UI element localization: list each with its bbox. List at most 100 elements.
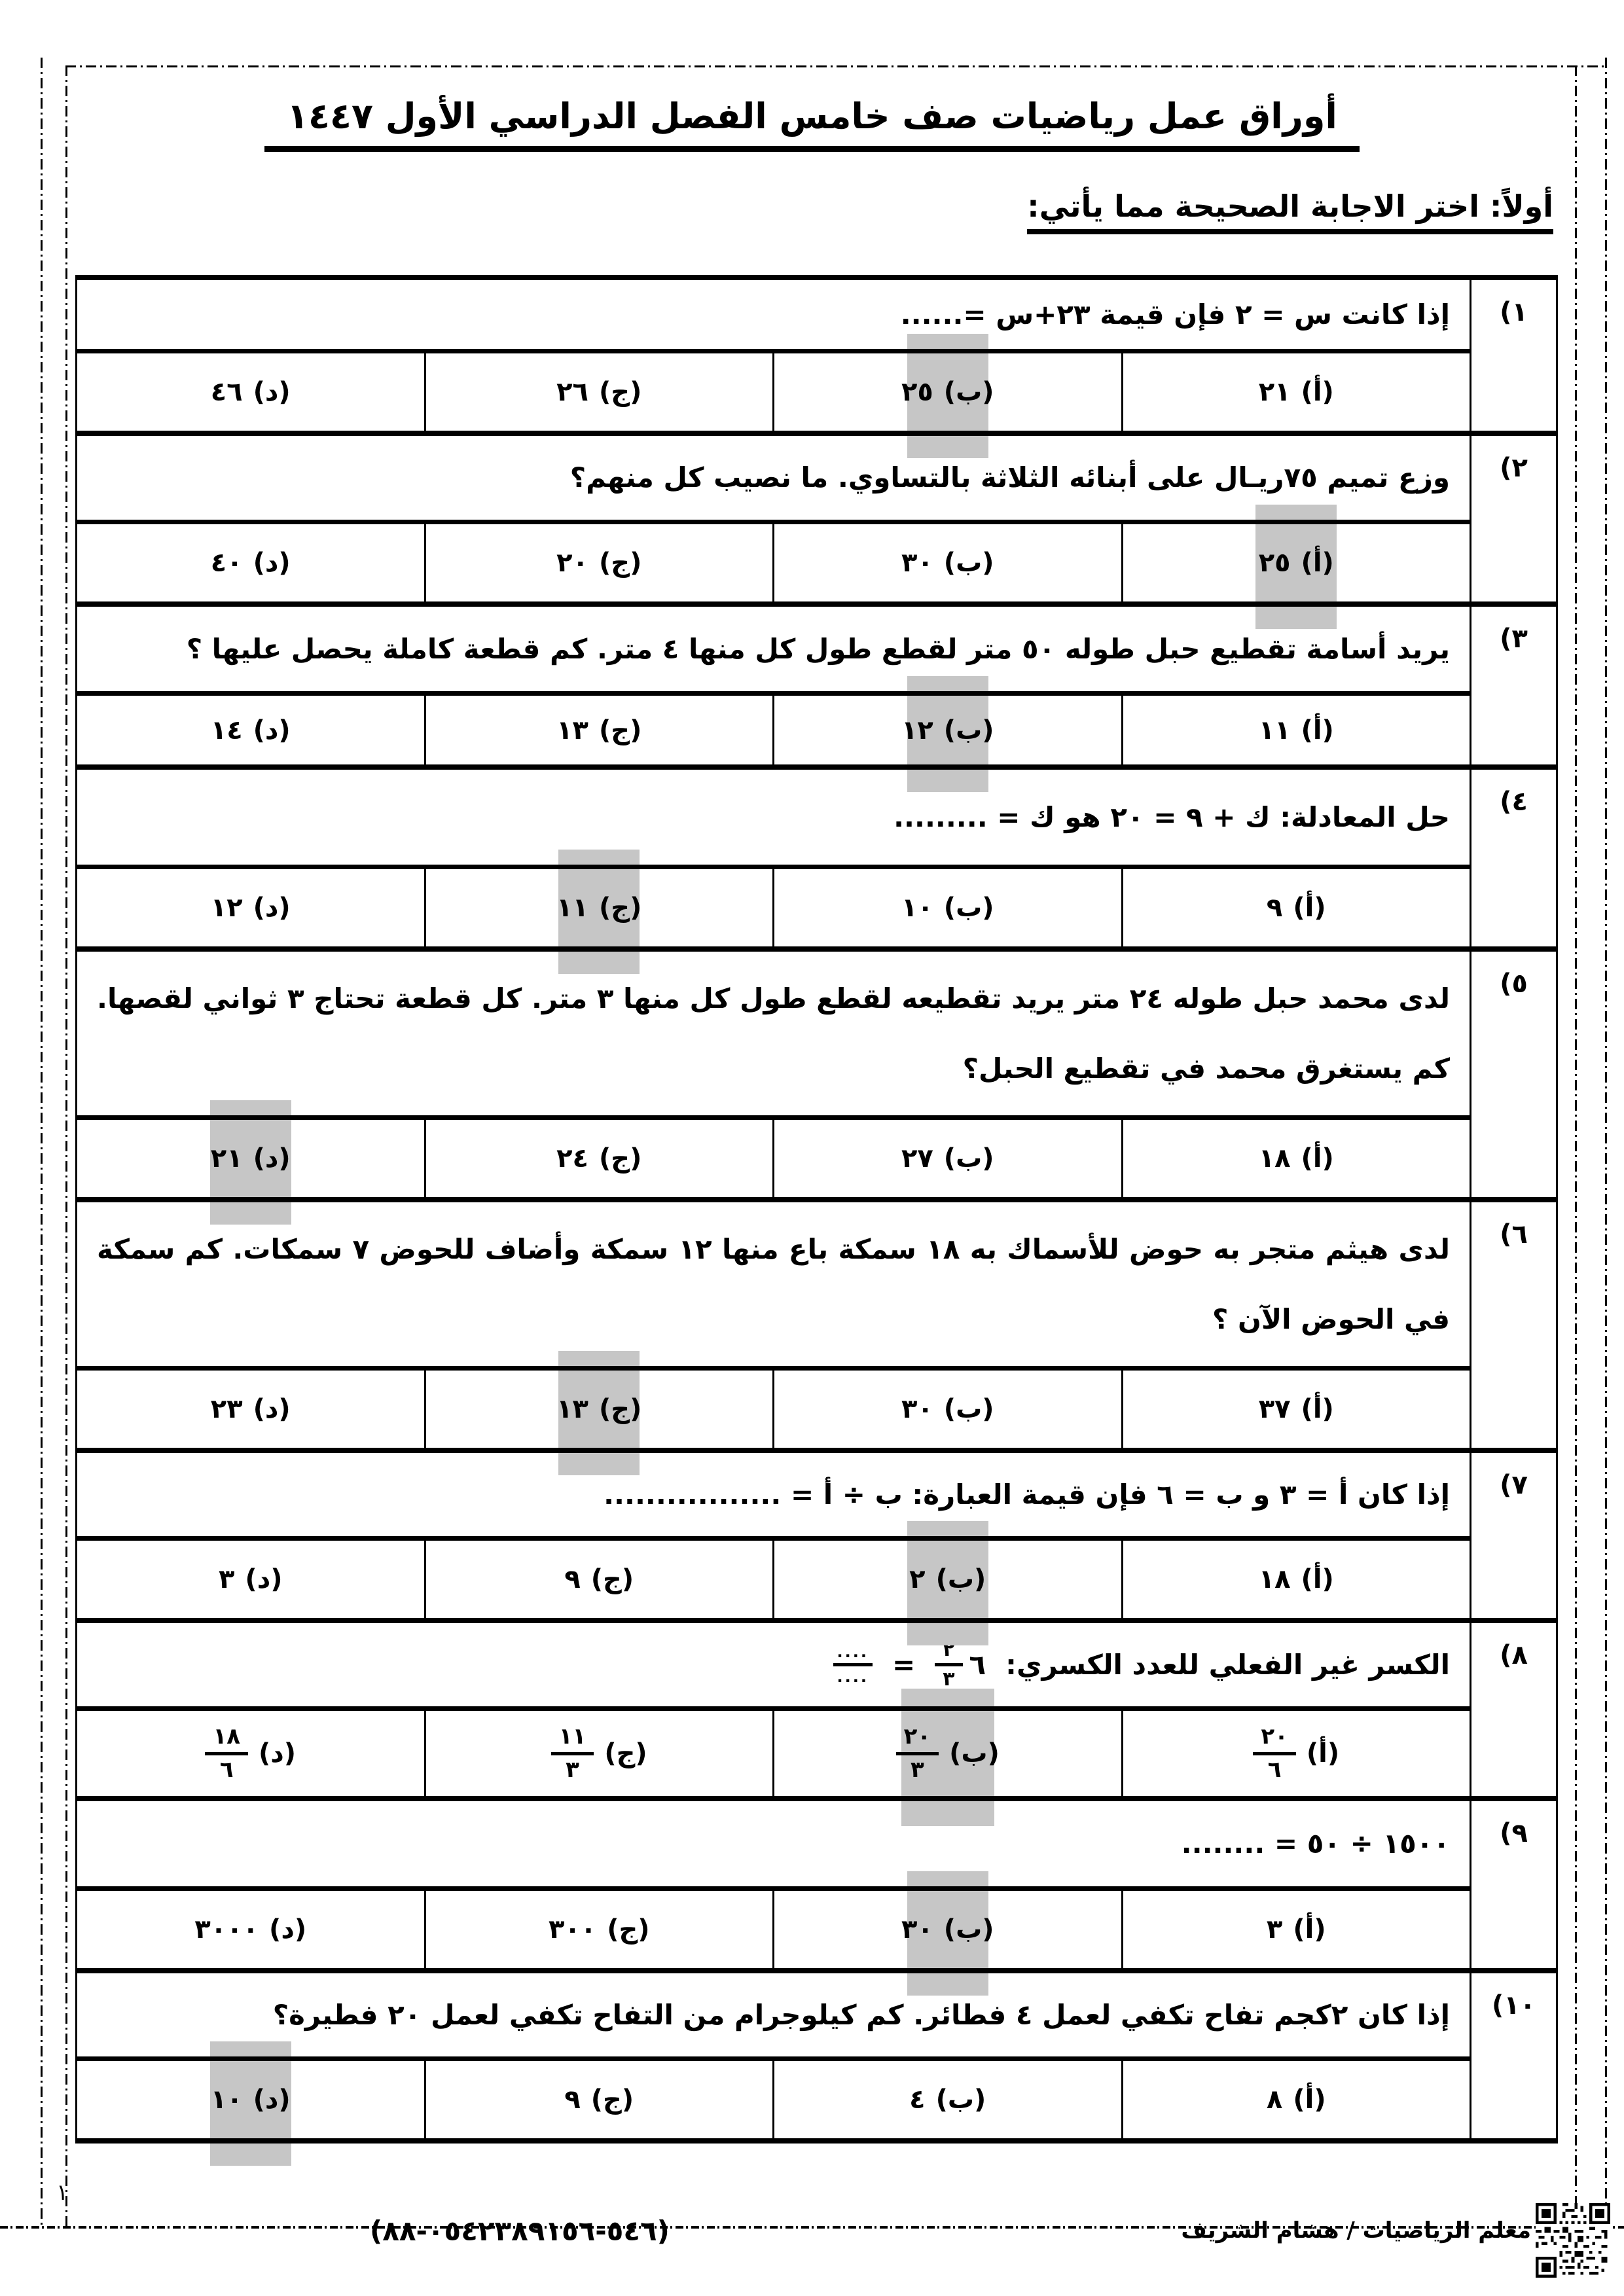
question-text: لدى هيثم متجر به حوض للأسماك به ١٨ سمكة … [77,1202,1470,1366]
row-divider [77,1115,1470,1120]
options-row: (أ) ٩ (ب) ١٠ (ج) ١١ (د) ١٢ [77,869,1470,946]
option-d[interactable]: (د) ١٤ [210,715,291,745]
question-block-2: ٢) وزع تميم ٧٥ريـال على أبنائه الثلاثة ب… [77,436,1556,601]
option-d[interactable]: (د) ١٠ [77,2061,424,2138]
footer-rule [0,2226,1624,2229]
question-text-label: ١٥٠٠ ÷ ٥٠ = ........ [1181,1827,1450,1860]
fraction: ١١ ٣ [550,1724,594,1782]
row-divider [77,349,1470,353]
block-divider [77,764,1556,770]
question-block-6: ٦) لدى هيثم متجر به حوض للأسماك به ١٨ سم… [77,1202,1556,1448]
option-d[interactable]: (د) ٤٠ [210,548,291,578]
option-d[interactable]: (د) ٢١ [77,1120,424,1197]
option-d[interactable]: (د) ٣٠٠٠ [194,1914,307,1945]
equals-sign: = [892,1648,916,1681]
fraction: ٢٠ ٣ [895,1724,939,1782]
option-a[interactable]: (أ) ٨ [1121,2061,1470,2138]
question-number-label: ٤) [1500,787,1528,817]
option-c[interactable]: (ج) ٩ [424,2061,773,2138]
option-b[interactable]: (ب) ٣٠ [772,1891,1121,1968]
page-number: ١ [56,2179,69,2206]
option-d[interactable]: (د) ١٨ ٦ [77,1711,424,1796]
option-a[interactable]: (أ) ١٨ [1121,1120,1470,1197]
option-d[interactable]: (د) ٤٦ [210,377,291,407]
option-c[interactable]: (ج) ٣٠٠ [424,1891,773,1968]
option-a[interactable]: (أ) ٣ [1121,1891,1470,1968]
question-number: ٩) [1470,1801,1556,1968]
question-number-label: ٨) [1500,1640,1528,1670]
option-c[interactable]: (ج) ١٣ [424,696,773,764]
block-divider [77,946,1556,952]
option-b[interactable]: (ب) ١٠ [772,869,1121,946]
block-divider [77,1968,1556,1973]
question-text-label: يريد أسامة تقطيع حبل طوله ٥٠ متر لقطع طو… [186,632,1450,665]
question-number-label: ٣) [1500,624,1528,654]
question-number-label: ٥) [1500,969,1528,999]
option-a[interactable]: (أ) ٢١ [1121,353,1470,431]
options-row: (أ) ٢٠ ٦ (ب) ٢٠ ٣ (ج) ١١ ٣ (د) ١٨ ٦ [77,1711,1470,1796]
question-number: ٤) [1470,770,1556,946]
option-a[interactable]: (أ) ٢٥ [1121,524,1470,601]
block-divider [77,1448,1556,1453]
question-text-label: لدى هيثم متجر به حوض للأسماك به ١٨ سمكة … [97,1233,1450,1336]
option-d[interactable]: (د) ٣ [219,1564,283,1594]
options-row: (أ) ٣٧ (ب) ٣٠ (ج) ١٣ (د) ٢٣ [77,1371,1470,1448]
header: أوراق عمل رياضيات صف خامس الفصل الدراسي … [0,96,1624,152]
question-number: ١) [1470,280,1556,431]
option-b[interactable]: (ب) ٣٠ [772,1371,1121,1448]
option-c[interactable]: (ج) ٢٦ [424,353,773,431]
block-divider [77,1796,1556,1801]
option-a[interactable]: (أ) ٣٧ [1121,1371,1470,1448]
option-a[interactable]: (أ) ٢٠ ٦ [1121,1711,1470,1796]
option-c[interactable]: (ج) ٢٠ [424,524,773,601]
question-number: ٧) [1470,1453,1556,1618]
option-d[interactable]: (د) ٢٣ [210,1394,291,1424]
question-text: حل المعادلة: ك + ٩ = ٢٠ هو ك = ......... [77,770,1470,865]
question-text-label: وزع تميم ٧٥ريـال على أبنائه الثلاثة بالت… [569,461,1450,494]
question-block-7: ٧) إذا كان أ = ٣ و ب = ٦ فإن قيمة العبار… [77,1453,1556,1618]
page-title: أوراق عمل رياضيات صف خامس الفصل الدراسي … [264,96,1360,152]
options-row: (أ) ٢٥ (ب) ٣٠ (ج) ٢٠ (د) ٤٠ [77,524,1470,601]
option-c[interactable]: (ج) ١٣ [424,1371,773,1448]
block-divider [77,1618,1556,1623]
option-b[interactable]: (ب) ٤ [772,2061,1121,2138]
row-divider [77,2056,1470,2061]
option-b[interactable]: (ب) ٢ [772,1541,1121,1618]
question-number: ٣) [1470,607,1556,764]
option-b[interactable]: (ب) ٢٧ [772,1120,1121,1197]
option-a[interactable]: (أ) ١٨ [1121,1541,1470,1618]
question-text: ١٥٠٠ ÷ ٥٠ = ........ [77,1801,1470,1886]
row-divider [77,1706,1470,1711]
question-number: ١٠) [1470,1973,1556,2138]
option-b[interactable]: (ب) ٢٥ [772,353,1121,431]
option-a[interactable]: (أ) ٩ [1121,869,1470,946]
options-row: (أ) ١١ (ب) ١٢ (ج) ١٣ (د) ١٤ [77,696,1470,764]
question-text-label: إذا كان أ = ٣ و ب = ٦ فإن قيمة العبارة: … [604,1478,1450,1511]
row-divider [77,520,1470,524]
question-text: إذا كان أ = ٣ و ب = ٦ فإن قيمة العبارة: … [77,1453,1470,1536]
option-c[interactable]: (ج) ٩ [424,1541,773,1618]
question-text: إذا كان ٢كجم تفاح تكفي لعمل ٤ فطائر. كم … [77,1973,1470,2056]
phone-number: (٥٤٦-٠٥٤٢٣٨٩١٥٦-٨٨) [370,2215,670,2247]
question-block-9: ٩) ١٥٠٠ ÷ ٥٠ = ........ (أ) ٣ (ب) ٣٠ (ج) ٣٠… [77,1801,1556,1968]
row-divider [77,1366,1470,1371]
question-text-label: إذا كان ٢كجم تفاح تكفي لعمل ٤ فطائر. كم … [272,1998,1450,2031]
question-number-label: ٧) [1500,1470,1528,1500]
questions-table: ١) إذا كانت س = ٢ فإن قيمة ٢٣+س =...... … [75,275,1558,2144]
options-row: (أ) ٨ (ب) ٤ (ج) ٩ (د) ١٠ [77,2061,1470,2138]
option-c[interactable]: (ج) ٢٤ [424,1120,773,1197]
block-divider [77,601,1556,607]
option-c[interactable]: (ج) ١١ [424,869,773,946]
qr-code [1536,2203,1610,2278]
options-row: (أ) ١٨ (ب) ٢٧ (ج) ٢٤ (د) ٢١ [77,1120,1470,1197]
option-c[interactable]: (ج) ١١ ٣ [424,1711,773,1796]
question-text-label: لدى محمد حبل طوله ٢٤ متر يريد تقطيعه لقط… [97,982,1450,1085]
frame-top-line [65,65,1605,67]
option-b[interactable]: (ب) ٢٠ ٣ [772,1711,1121,1796]
option-b[interactable]: (ب) ١٢ [772,696,1121,764]
option-d[interactable]: (د) ١٢ [210,893,291,923]
option-b[interactable]: (ب) ٣٠ [772,524,1121,601]
row-divider [77,691,1470,696]
option-a[interactable]: (أ) ١١ [1121,696,1470,764]
